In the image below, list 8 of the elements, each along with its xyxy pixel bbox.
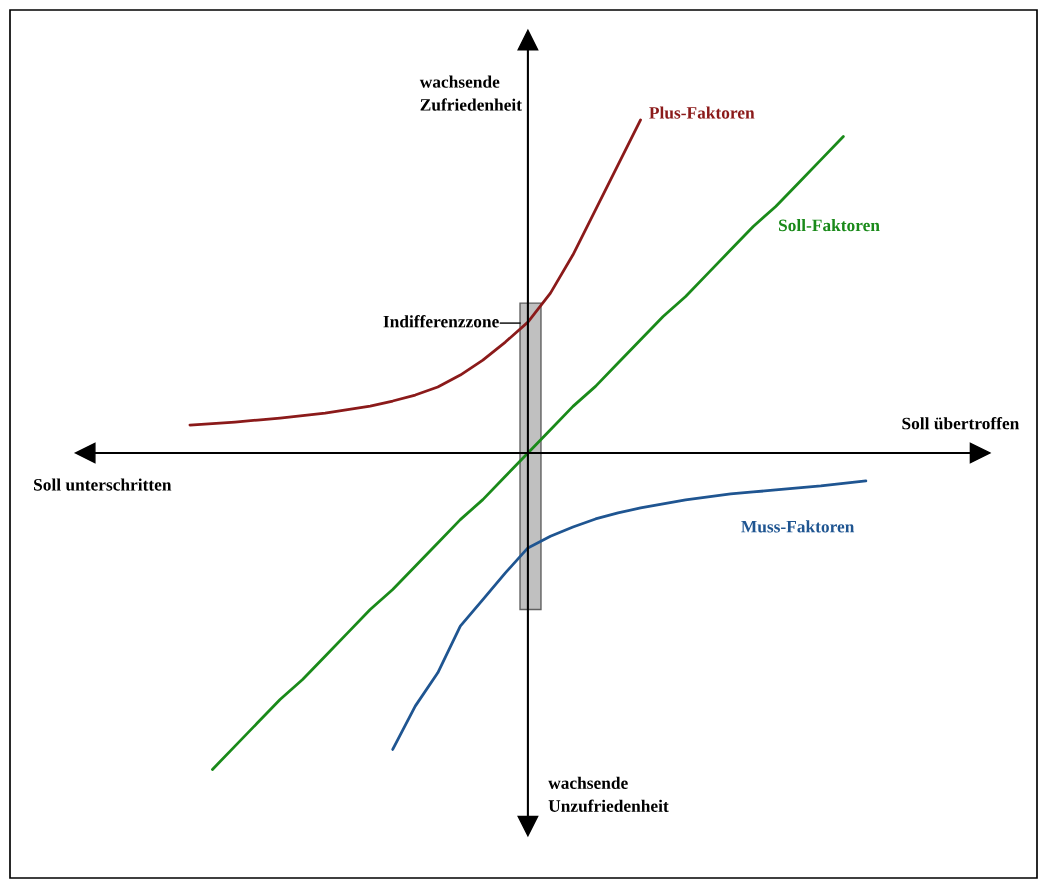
text: wachsende Unzufriedenheit (548, 776, 669, 812)
annotation: Indifferenzzone (383, 315, 499, 328)
series-label: Plus-Faktoren (649, 106, 755, 119)
text: Soll übertroffen (902, 416, 1020, 430)
series-label: Muss-Faktoren (741, 520, 855, 533)
text: wachsende Zufriedenheit (419, 75, 522, 111)
text: Soll unterschritten (34, 478, 172, 491)
series-label: Soll-Faktoren (778, 218, 880, 232)
